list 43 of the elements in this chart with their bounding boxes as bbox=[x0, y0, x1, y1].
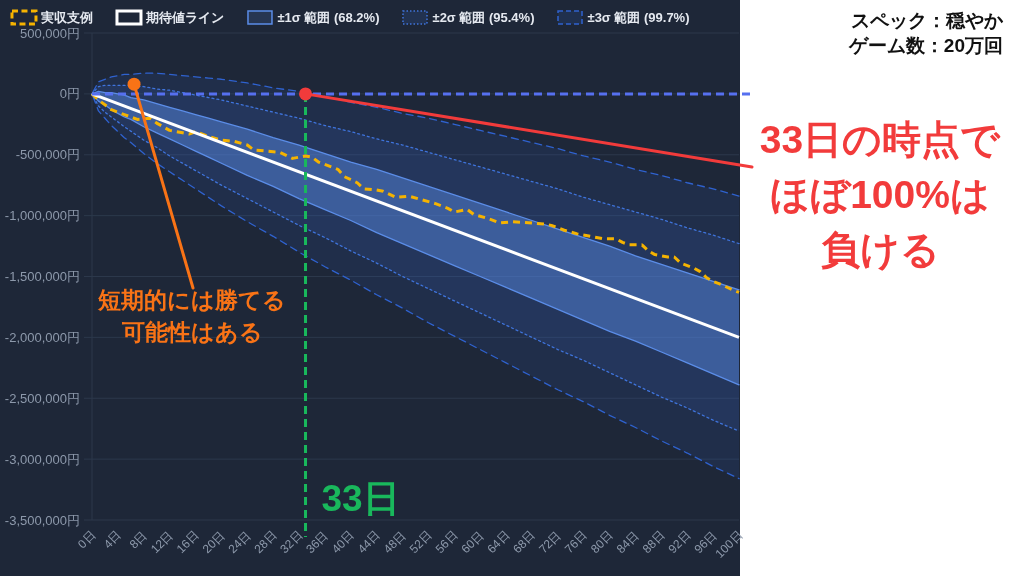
ref-line-label: 33日 bbox=[321, 478, 400, 519]
x-tick-label: 24日 bbox=[225, 528, 254, 557]
x-tick-label: 60日 bbox=[458, 528, 487, 557]
x-tick-label: 92日 bbox=[665, 528, 694, 557]
x-tick-label: 12日 bbox=[147, 528, 176, 557]
x-tick-label: 88日 bbox=[639, 528, 668, 557]
x-tick-label: 68日 bbox=[510, 528, 539, 557]
y-tick-label: -500,000円 bbox=[15, 147, 80, 163]
annotation: 短期的には勝てる可能性はある bbox=[97, 286, 287, 347]
x-tick-label: 84日 bbox=[613, 528, 642, 557]
x-tick-label: 0日 bbox=[75, 528, 99, 552]
x-tick-label: 20日 bbox=[199, 528, 228, 557]
x-tick-label: 72日 bbox=[536, 528, 564, 557]
y-tick-label: 500,000円 bbox=[20, 25, 80, 41]
x-tick-label: 16日 bbox=[173, 528, 202, 557]
y-tick-label: -1,500,000円 bbox=[4, 269, 80, 284]
y-tick-label: -1,000,000円 bbox=[4, 208, 80, 224]
x-tick-label: 48日 bbox=[380, 528, 409, 557]
y-tick-label: -2,000,000円 bbox=[4, 329, 80, 345]
x-tick-label: 52日 bbox=[406, 528, 435, 557]
annotation: 33日の時点でほぼ100%は負ける bbox=[758, 117, 1002, 273]
text: スペック：穏やか bbox=[851, 10, 1004, 31]
x-tick-label: 76日 bbox=[562, 528, 590, 557]
legend-label: ±2σ 範囲 (95.4%) bbox=[432, 10, 535, 25]
text: ゲーム数：20万回 bbox=[847, 35, 1003, 56]
x-tick-label: 4日 bbox=[100, 528, 124, 552]
x-tick-label: 40日 bbox=[329, 528, 357, 557]
x-tick-label: 56日 bbox=[432, 528, 461, 557]
x-tick-label: 28日 bbox=[251, 528, 280, 557]
y-tick-label: -2,500,000円 bbox=[4, 390, 80, 406]
y-tick-label: -3,000,000円 bbox=[4, 451, 80, 467]
y-tick-label: -3,500,000円 bbox=[4, 512, 80, 528]
x-tick-label: 44日 bbox=[354, 528, 383, 557]
x-tick-label: 36日 bbox=[303, 528, 332, 557]
x-tick-label: 8日 bbox=[126, 528, 150, 552]
x-tick-label: 32日 bbox=[277, 528, 306, 557]
legend-label: 期待値ライン bbox=[145, 10, 225, 25]
legend-label: 実収支例 bbox=[40, 10, 94, 25]
x-tick-label: 64日 bbox=[484, 528, 513, 557]
legend-label: ±3σ 範囲 (99.7%) bbox=[587, 10, 690, 25]
x-tick-label: 80日 bbox=[587, 528, 616, 557]
y-tick-label: 0円 bbox=[59, 86, 80, 102]
legend-label: ±1σ 範囲 (68.2%) bbox=[277, 10, 380, 25]
